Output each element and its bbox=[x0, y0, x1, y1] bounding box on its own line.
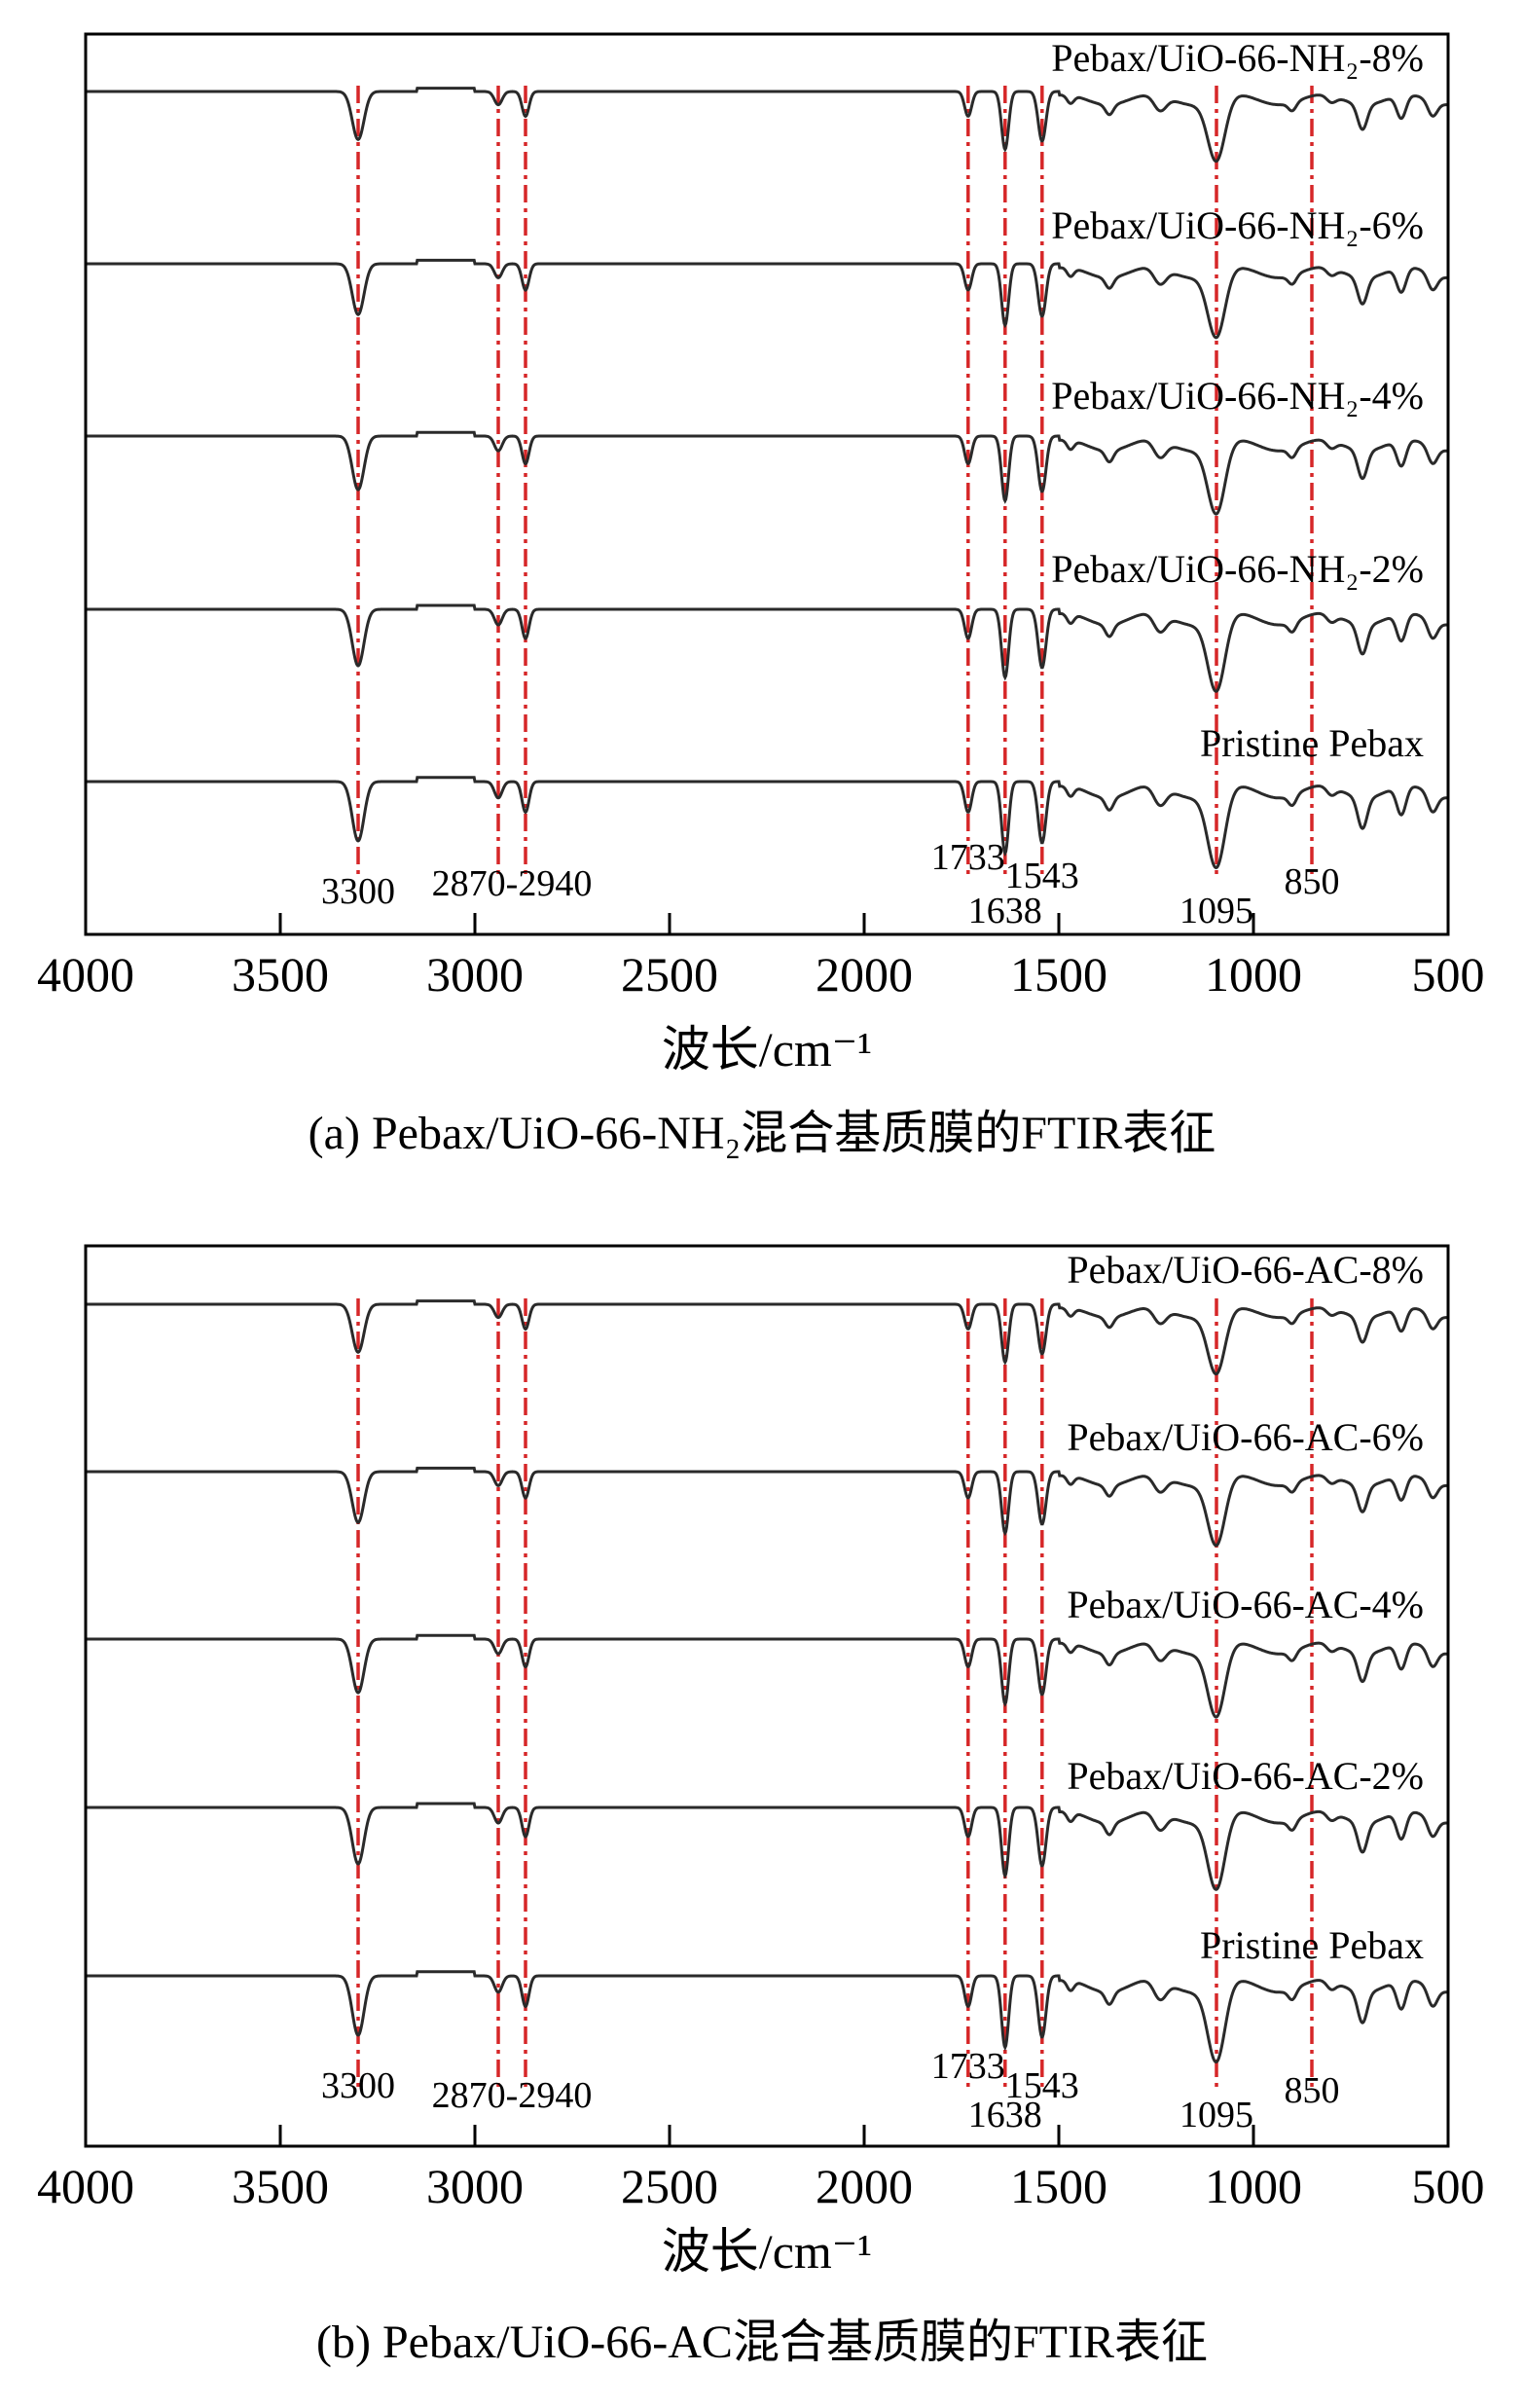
peak-label-1543: 1543 bbox=[1005, 2065, 1079, 2106]
x-tick-label-3500: 3500 bbox=[232, 2159, 329, 2213]
peak-label-2870-2940: 2870-2940 bbox=[432, 863, 593, 904]
series-label-2: Pebax/UiO-66-NH₂-6% bbox=[1051, 203, 1424, 247]
x-tick-label-1000: 1000 bbox=[1205, 2159, 1302, 2213]
peak-label-1543: 1543 bbox=[1005, 856, 1079, 896]
peak-label-1733: 1733 bbox=[931, 2046, 1005, 2087]
series-trace-1 bbox=[86, 1299, 1448, 1376]
x-tick-label-4000: 4000 bbox=[37, 2159, 134, 2213]
x-tick-label-3000: 3000 bbox=[426, 2159, 524, 2213]
peak-label-3300: 3300 bbox=[321, 871, 395, 912]
series-label-5: Pristine Pebax bbox=[1200, 1923, 1424, 1967]
peak-label-1638: 1638 bbox=[968, 891, 1042, 931]
series-label-1: Pebax/UiO-66-NH₂-8% bbox=[1051, 36, 1424, 80]
series-trace-2 bbox=[86, 1466, 1448, 1548]
panel-caption: (b) Pebax/UiO-66-AC混合基质膜的FTIR表征 bbox=[316, 2317, 1208, 2368]
x-tick-label-2500: 2500 bbox=[621, 947, 718, 1002]
series-trace-5 bbox=[86, 1970, 1448, 2064]
x-tick-label-4000: 4000 bbox=[37, 947, 134, 1002]
series-label-2: Pebax/UiO-66-AC-6% bbox=[1067, 1415, 1424, 1459]
series-trace-4 bbox=[86, 603, 1448, 693]
peak-label-1638: 1638 bbox=[968, 2095, 1042, 2135]
x-tick-label-1000: 1000 bbox=[1205, 947, 1302, 1002]
x-tick-label-3500: 3500 bbox=[232, 947, 329, 1002]
x-tick-label-1500: 1500 bbox=[1010, 947, 1107, 1002]
panel-caption: (a) Pebax/UiO-66-NH₂混合基质膜的FTIR表征 bbox=[308, 1108, 1216, 1159]
series-label-1: Pebax/UiO-66-AC-8% bbox=[1067, 1248, 1424, 1292]
series-trace-2 bbox=[86, 258, 1448, 340]
peak-label-2870-2940: 2870-2940 bbox=[432, 2075, 593, 2116]
x-tick-label-500: 500 bbox=[1412, 947, 1485, 1002]
series-label-4: Pebax/UiO-66-AC-2% bbox=[1067, 1754, 1424, 1798]
peak-label-1095: 1095 bbox=[1179, 891, 1253, 931]
peak-label-850: 850 bbox=[1285, 861, 1340, 902]
x-tick-label-2000: 2000 bbox=[816, 947, 913, 1002]
x-axis-title: 波长/cm⁻¹ bbox=[662, 1022, 872, 1076]
series-trace-3 bbox=[86, 1633, 1448, 1719]
plot-frame bbox=[84, 32, 1450, 936]
x-tick-label-3000: 3000 bbox=[426, 947, 524, 1002]
x-tick-label-1500: 1500 bbox=[1010, 2159, 1107, 2213]
peak-label-1733: 1733 bbox=[931, 837, 1005, 878]
series-trace-1 bbox=[86, 87, 1448, 164]
plot-frame bbox=[84, 1244, 1450, 2148]
x-tick-label-2000: 2000 bbox=[816, 2159, 913, 2213]
panel-b: Pebax/UiO-66-AC-8% Pebax/UiO-66-AC-6% Peba… bbox=[37, 1244, 1485, 2368]
series-trace-5 bbox=[86, 776, 1448, 870]
series-label-5: Pristine Pebax bbox=[1200, 721, 1424, 765]
peak-label-3300: 3300 bbox=[321, 2065, 395, 2106]
x-tick-label-500: 500 bbox=[1412, 2159, 1485, 2213]
peak-label-1095: 1095 bbox=[1179, 2095, 1253, 2135]
series-label-4: Pebax/UiO-66-NH₂-2% bbox=[1051, 547, 1424, 591]
series-trace-3 bbox=[86, 430, 1448, 516]
series-label-3: Pebax/UiO-66-AC-4% bbox=[1067, 1583, 1424, 1626]
series-trace-4 bbox=[86, 1802, 1448, 1891]
x-tick-label-2500: 2500 bbox=[621, 2159, 718, 2213]
x-axis-title: 波长/cm⁻¹ bbox=[662, 2224, 872, 2279]
series-label-3: Pebax/UiO-66-NH₂-4% bbox=[1051, 374, 1424, 418]
panel-a: Pebax/UiO-66-NH₂-8% Pebax/UiO-66-NH₂-6% Pe… bbox=[37, 32, 1485, 1159]
peak-label-850: 850 bbox=[1285, 2070, 1340, 2111]
